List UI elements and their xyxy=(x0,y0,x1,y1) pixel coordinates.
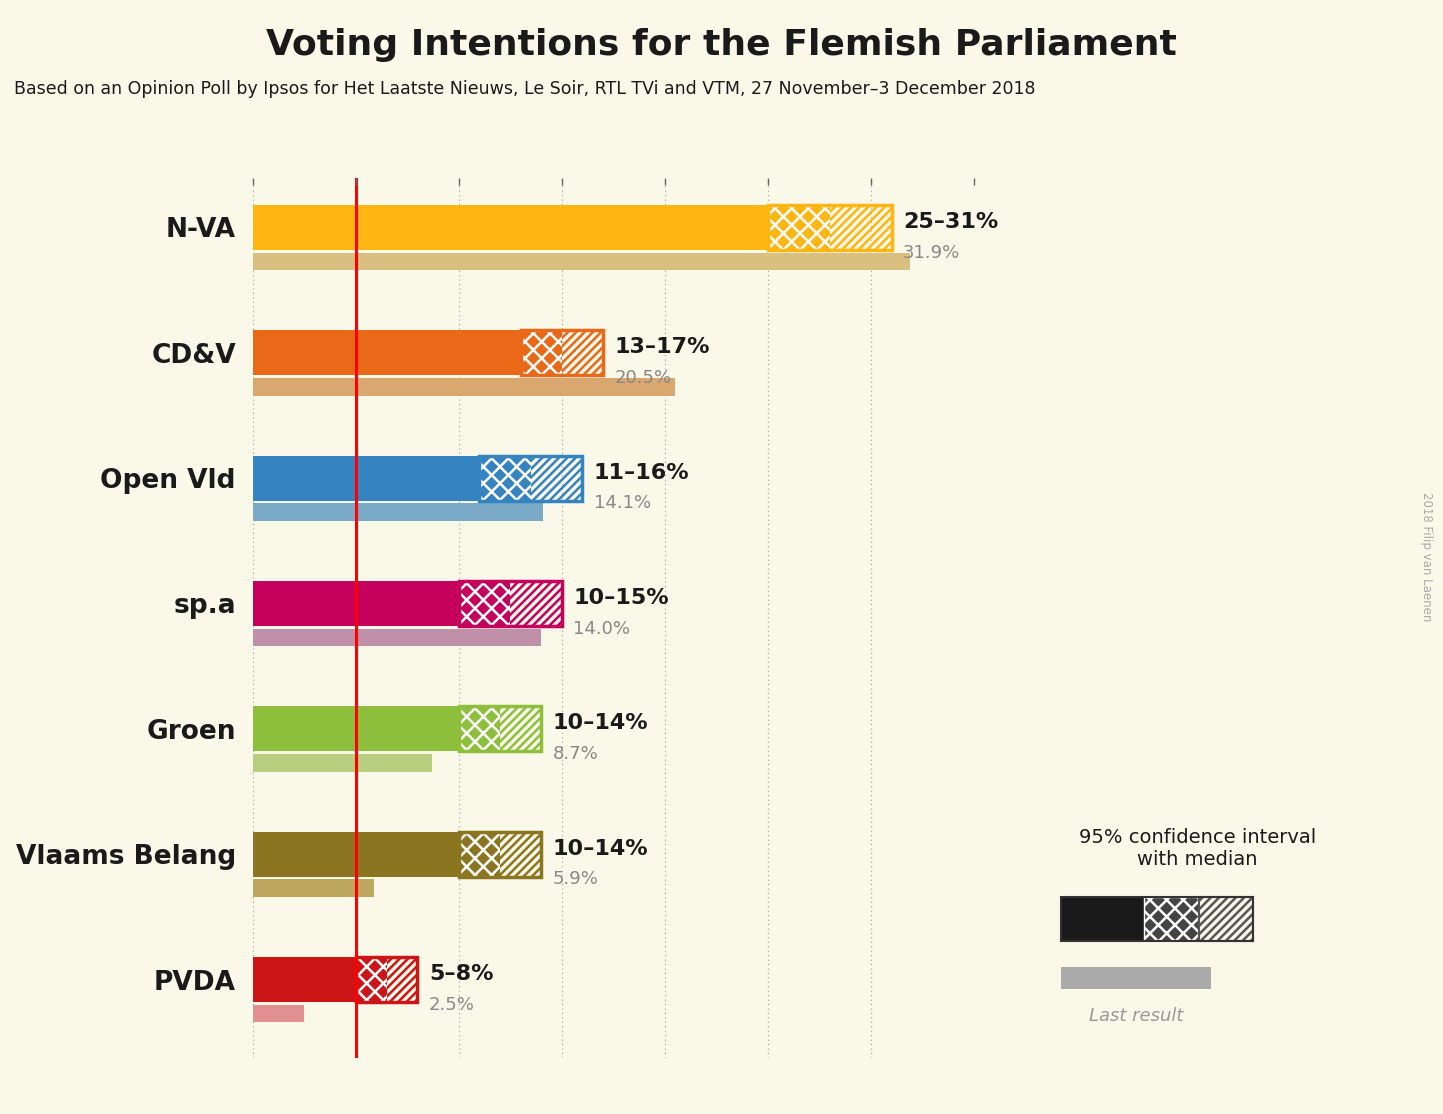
Text: 20.5%: 20.5% xyxy=(615,369,671,387)
Bar xyxy=(768,205,830,250)
Bar xyxy=(459,582,511,626)
Text: 5.9%: 5.9% xyxy=(553,870,599,888)
Bar xyxy=(253,832,459,877)
Bar xyxy=(253,706,459,751)
Bar xyxy=(1144,897,1199,941)
Text: 2018 Filip van Laenen: 2018 Filip van Laenen xyxy=(1420,492,1433,622)
Bar xyxy=(521,331,603,375)
Bar xyxy=(253,879,374,897)
Bar xyxy=(253,582,459,626)
Bar xyxy=(253,456,479,500)
Text: 10–14%: 10–14% xyxy=(553,839,648,859)
Text: 11–16%: 11–16% xyxy=(595,462,690,482)
Bar xyxy=(355,957,387,1001)
Text: Voting Intentions for the Flemish Parliament: Voting Intentions for the Flemish Parlia… xyxy=(266,28,1177,62)
Bar xyxy=(499,832,541,877)
Bar xyxy=(459,706,541,751)
Text: 5–8%: 5–8% xyxy=(429,964,494,984)
Bar xyxy=(479,456,531,500)
Bar xyxy=(830,205,892,250)
Text: 25–31%: 25–31% xyxy=(903,212,999,232)
Bar xyxy=(1199,897,1253,941)
Bar xyxy=(253,504,543,521)
Bar xyxy=(253,253,911,271)
Bar xyxy=(253,754,431,772)
Bar xyxy=(1061,897,1144,941)
Text: 2.5%: 2.5% xyxy=(429,996,475,1014)
Bar xyxy=(561,331,603,375)
Text: Last result: Last result xyxy=(1088,1007,1183,1025)
Bar xyxy=(253,1005,304,1023)
Bar xyxy=(459,832,499,877)
Bar xyxy=(459,706,499,751)
Bar xyxy=(253,205,768,250)
Bar xyxy=(521,331,561,375)
Bar xyxy=(531,456,583,500)
Bar xyxy=(253,957,355,1001)
Text: 13–17%: 13–17% xyxy=(615,338,710,358)
Bar xyxy=(387,957,417,1001)
Text: 14.1%: 14.1% xyxy=(595,495,651,512)
Text: 95% confidence interval
with median: 95% confidence interval with median xyxy=(1079,828,1316,869)
Bar xyxy=(768,205,892,250)
Bar xyxy=(459,582,561,626)
Text: 10–14%: 10–14% xyxy=(553,713,648,733)
Bar xyxy=(511,582,561,626)
Bar xyxy=(355,957,417,1001)
Text: 10–15%: 10–15% xyxy=(573,588,670,608)
Text: Based on an Opinion Poll by Ipsos for Het Laatste Nieuws, Le Soir, RTL TVi and V: Based on an Opinion Poll by Ipsos for He… xyxy=(14,80,1036,98)
Bar xyxy=(499,706,541,751)
Bar xyxy=(253,628,541,646)
Text: 31.9%: 31.9% xyxy=(903,244,961,262)
Bar xyxy=(1061,967,1211,989)
Bar xyxy=(1061,897,1253,941)
Text: 8.7%: 8.7% xyxy=(553,745,599,763)
Bar xyxy=(253,378,675,395)
Bar xyxy=(459,832,541,877)
Bar xyxy=(479,456,583,500)
Text: 14.0%: 14.0% xyxy=(573,619,631,637)
Bar xyxy=(253,331,521,375)
